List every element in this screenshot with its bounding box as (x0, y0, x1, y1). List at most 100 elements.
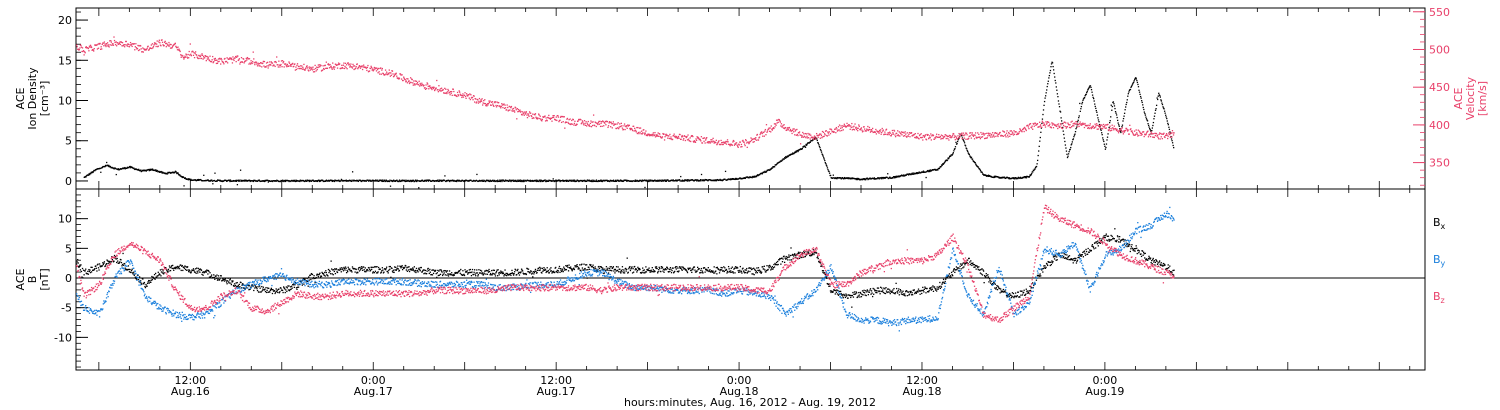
data-point (153, 44, 155, 46)
data-point (413, 270, 415, 272)
data-point (921, 136, 923, 139)
data-point (555, 119, 557, 121)
data-point (433, 89, 436, 92)
data-point (316, 274, 318, 276)
data-point (144, 286, 147, 289)
data-point (839, 127, 842, 129)
data-point (353, 268, 356, 270)
data-point (584, 122, 586, 125)
data-point (715, 180, 718, 182)
data-point (805, 143, 807, 146)
data-point (447, 273, 449, 275)
data-point (99, 167, 101, 170)
data-point (430, 273, 433, 276)
data-point (815, 132, 818, 135)
data-point (964, 132, 967, 134)
data-point (504, 104, 506, 106)
data-point (891, 133, 893, 136)
data-point (1162, 107, 1165, 109)
data-point (499, 106, 501, 108)
data-point (204, 271, 206, 273)
data-point (1048, 124, 1050, 127)
data-point (751, 138, 754, 141)
data-point (569, 118, 571, 120)
data-point (918, 138, 920, 140)
data-point (469, 268, 472, 271)
data-point (898, 175, 900, 177)
data-point (853, 125, 855, 127)
data-point (426, 270, 428, 272)
data-point (770, 125, 772, 127)
data-point (108, 164, 110, 167)
data-point (388, 265, 390, 268)
data-point (208, 276, 211, 278)
data-point (855, 178, 857, 180)
data-point (851, 129, 854, 131)
data-point (1077, 121, 1079, 123)
data-point (345, 179, 347, 181)
data-point (366, 66, 369, 69)
data-point (606, 179, 608, 181)
data-point (684, 135, 686, 137)
data-point (1080, 124, 1082, 126)
data-point (756, 174, 758, 177)
data-point (897, 134, 899, 136)
data-point (675, 135, 677, 138)
data-point (756, 174, 759, 176)
data-point (473, 271, 475, 273)
data-point (381, 180, 383, 183)
data-point (93, 268, 95, 271)
data-point (288, 61, 290, 63)
data-point (225, 179, 227, 182)
data-point (347, 266, 349, 268)
data-point (1023, 176, 1025, 179)
data-point (427, 180, 430, 182)
data-point (416, 81, 419, 84)
data-point (816, 139, 818, 142)
data-point (388, 73, 390, 75)
data-point (874, 131, 876, 133)
data-point (957, 135, 959, 137)
data-point (365, 271, 367, 273)
data-point (485, 180, 487, 182)
data-point (270, 287, 273, 289)
data-point (403, 179, 406, 182)
data-point (988, 134, 991, 137)
data-point (516, 108, 518, 110)
data-point (446, 92, 448, 95)
data-point (280, 287, 282, 289)
data-point (1081, 123, 1083, 125)
data-point (115, 258, 117, 260)
data-point (1147, 124, 1150, 127)
data-point (1156, 134, 1159, 136)
data-point (481, 104, 484, 106)
data-point (256, 289, 259, 292)
data-point (734, 178, 736, 181)
data-point (329, 270, 331, 273)
data-point (423, 84, 425, 87)
data-point (128, 268, 130, 271)
data-point (664, 179, 666, 181)
data-point (197, 57, 199, 60)
data-point (1115, 129, 1118, 132)
data-point (136, 47, 139, 50)
data-point (184, 55, 186, 57)
data-point (587, 123, 589, 126)
data-point (847, 125, 849, 127)
data-point (783, 127, 786, 130)
data-point (999, 131, 1001, 134)
data-point (153, 42, 156, 44)
data-point (810, 134, 812, 136)
data-point (843, 177, 845, 180)
data-point (1159, 138, 1161, 140)
data-point (399, 266, 402, 268)
data-point (571, 123, 573, 125)
data-point (304, 180, 306, 182)
data-point (857, 177, 859, 180)
data-point (196, 56, 198, 58)
data-point (102, 263, 104, 266)
data-point (656, 180, 658, 182)
data-point (538, 180, 540, 183)
data-point (464, 269, 466, 271)
data-point (269, 61, 271, 63)
